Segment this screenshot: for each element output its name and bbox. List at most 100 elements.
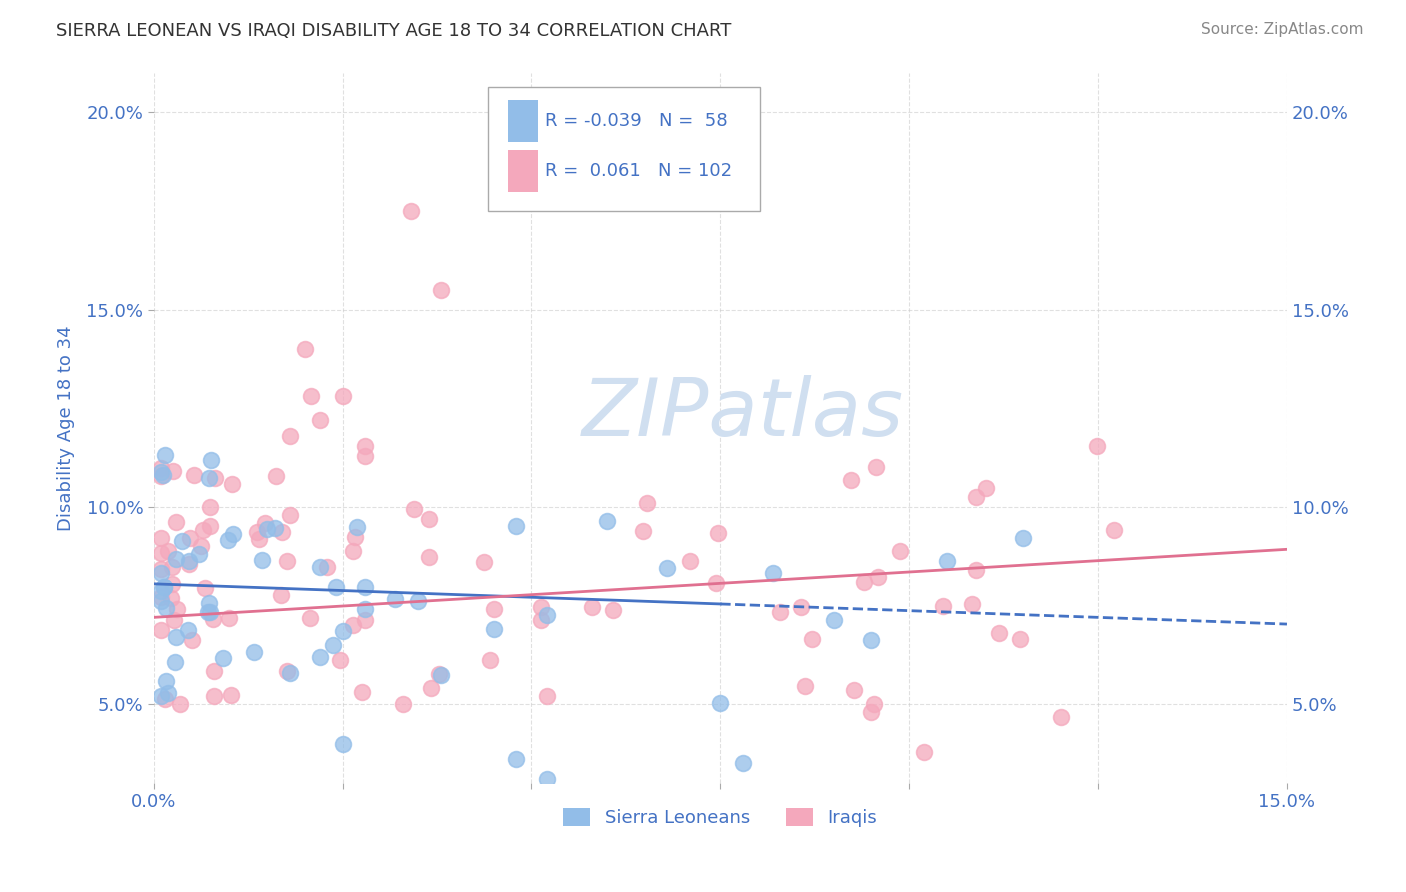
Point [430, 283, 453, 297]
Point [165, 552, 187, 566]
Point [769, 605, 792, 619]
Point [406, 593, 429, 607]
FancyBboxPatch shape [488, 87, 761, 211]
Point [342, 617, 364, 632]
Point [602, 603, 624, 617]
Point [790, 599, 813, 614]
Point [322, 638, 344, 652]
Point [165, 516, 187, 530]
Point [418, 512, 440, 526]
Point [472, 555, 495, 569]
Point [218, 610, 240, 624]
Point [200, 605, 222, 619]
Point [166, 602, 188, 616]
Point [276, 553, 298, 567]
Point [354, 601, 377, 615]
Point [762, 566, 785, 581]
Point [731, 756, 754, 771]
Point [264, 469, 287, 483]
Point [491, 850, 513, 864]
Y-axis label: Disability Age 18 to 34: Disability Age 18 to 34 [58, 326, 75, 531]
Point [150, 689, 173, 703]
Point [332, 389, 354, 403]
Point [974, 481, 997, 495]
Point [150, 623, 173, 637]
Point [156, 544, 179, 558]
Point [657, 561, 679, 575]
Point [177, 624, 200, 638]
Point [427, 667, 450, 681]
Point [250, 553, 273, 567]
Point [863, 698, 886, 712]
Point [222, 526, 245, 541]
Point [309, 560, 332, 574]
Point [853, 575, 876, 590]
Point [212, 651, 235, 665]
Point [155, 600, 177, 615]
Point [170, 534, 193, 549]
Point [482, 623, 505, 637]
Point [329, 653, 352, 667]
Point [190, 539, 212, 553]
Point [530, 613, 553, 627]
Point [536, 607, 558, 622]
Point [270, 588, 292, 602]
Point [198, 519, 221, 533]
Point [860, 633, 883, 648]
Point [679, 553, 702, 567]
Point [309, 649, 332, 664]
Point [198, 596, 221, 610]
Point [183, 467, 205, 482]
Point [294, 342, 316, 356]
Point [242, 645, 264, 659]
Point [823, 613, 845, 627]
Point [353, 614, 375, 628]
Text: Source: ZipAtlas.com: Source: ZipAtlas.com [1201, 22, 1364, 37]
Point [384, 592, 406, 607]
Point [350, 684, 373, 698]
Point [150, 594, 173, 608]
Text: R = -0.039   N =  58: R = -0.039 N = 58 [544, 112, 727, 130]
Point [163, 613, 186, 627]
Text: R =  0.061   N = 102: R = 0.061 N = 102 [544, 162, 731, 180]
Point [247, 532, 270, 546]
Point [278, 429, 301, 443]
Point [278, 665, 301, 680]
Point [794, 679, 817, 693]
Point [332, 737, 354, 751]
Point [150, 545, 173, 559]
Point [706, 526, 728, 541]
Point [505, 752, 527, 766]
Point [581, 599, 603, 614]
Point [965, 491, 987, 505]
Point [187, 547, 209, 561]
Point [160, 577, 183, 591]
Point [169, 697, 191, 711]
Point [150, 562, 173, 576]
Point [153, 580, 176, 594]
Point [1102, 523, 1125, 537]
Point [505, 519, 527, 533]
Point [155, 674, 177, 689]
Point [198, 470, 221, 484]
Point [179, 531, 201, 545]
Point [160, 560, 183, 574]
Point [246, 524, 269, 539]
Point [150, 566, 173, 580]
Point [150, 468, 173, 483]
Point [839, 474, 862, 488]
Point [325, 580, 347, 594]
Point [202, 664, 225, 678]
Point [157, 686, 180, 700]
Point [150, 531, 173, 545]
Point [404, 501, 426, 516]
Point [478, 653, 501, 667]
Point [256, 522, 278, 536]
Point [152, 468, 174, 483]
Point [800, 632, 823, 647]
Point [150, 590, 173, 604]
Point [276, 665, 298, 679]
Point [197, 605, 219, 619]
Point [315, 560, 337, 574]
FancyBboxPatch shape [509, 150, 538, 192]
